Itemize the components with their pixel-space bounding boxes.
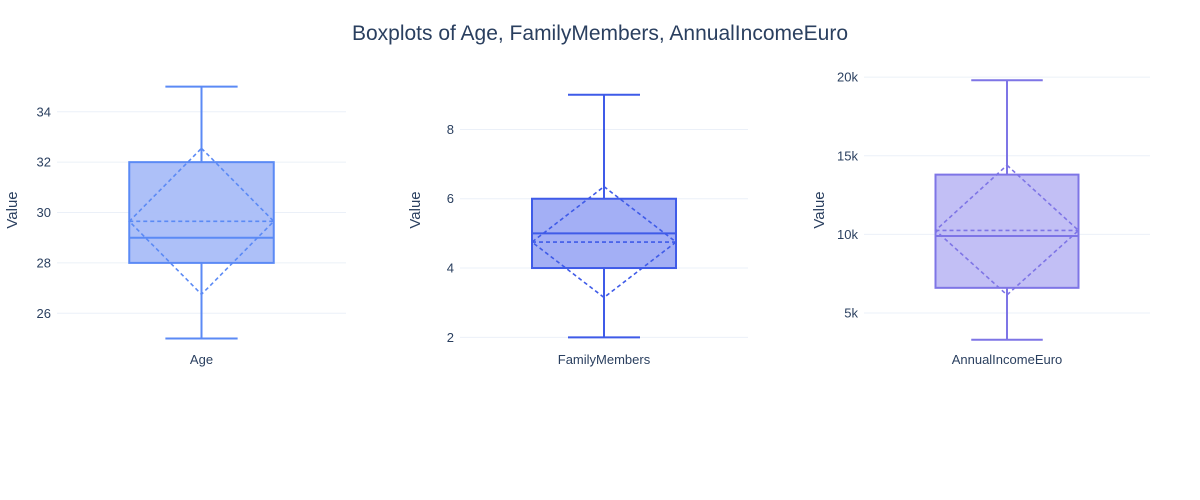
y-tick-label: 30: [37, 205, 51, 220]
x-category-label: Age: [190, 352, 213, 367]
y-tick-label: 6: [447, 191, 454, 206]
sd-diamond: [128, 147, 275, 296]
sd-diamond: [934, 164, 1080, 296]
y-axis-label: Value: [4, 191, 21, 228]
iqr-box: [128, 161, 275, 264]
x-category-label: AnnualIncomeEuro: [952, 352, 1063, 367]
panel-2: 2 4 6 8 Value FamilyMembers: [407, 93, 748, 367]
panel-1: 26 28 30 32 34 Value Age: [4, 85, 346, 367]
y-tick-label: 5k: [844, 305, 858, 320]
y-tick-label: 15k: [837, 148, 858, 163]
y-tick-label: 20k: [837, 70, 858, 85]
x-category-label: FamilyMembers: [558, 352, 651, 367]
y-tick-label: 34: [37, 104, 51, 119]
y-tick-label: 4: [447, 261, 454, 276]
y-tick-label: 2: [447, 330, 454, 345]
y-tick-label: 26: [37, 306, 51, 321]
y-axis-label: Value: [811, 191, 828, 228]
chart-title: Boxplots of Age, FamilyMembers, AnnualIn…: [352, 22, 848, 45]
y-axis-label: Value: [407, 191, 424, 228]
sd-diamond: [530, 185, 678, 299]
y-tick-label: 10k: [837, 227, 858, 242]
y-tick-label: 8: [447, 122, 454, 137]
y-tick-label: 32: [37, 155, 51, 170]
panel-3: 5k 10k 15k 20k Value AnnualIncomeEuro: [811, 70, 1150, 367]
y-tick-label: 28: [37, 255, 51, 270]
